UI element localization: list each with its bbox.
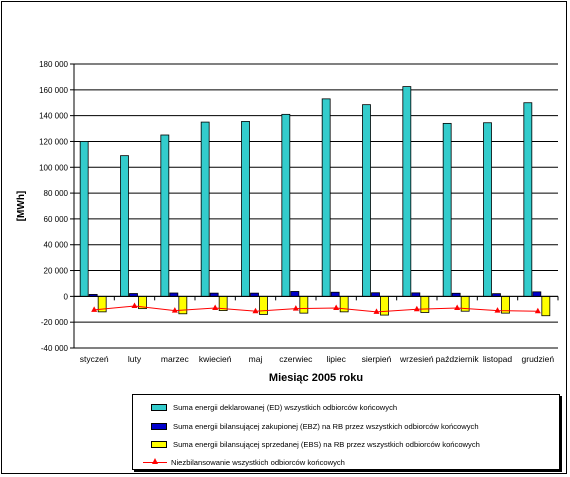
bar-ed [200, 121, 210, 297]
y-tick-label: 100 000 [39, 163, 68, 172]
y-tick-label: 120 000 [39, 137, 68, 146]
legend-marker-imbalance [143, 458, 167, 466]
legend-item-ed: Suma energii deklarowanej (ED) wszystkic… [151, 401, 397, 413]
bar-ed [442, 122, 452, 297]
bar-ebs [299, 295, 309, 314]
bar-ebz [371, 292, 380, 297]
y-tick-label: -20 000 [41, 318, 69, 327]
bar-ebs [178, 295, 188, 315]
bar-ebz [290, 291, 300, 297]
legend-item-imbalance: Niezbilansowanie wszystkich odbiorców ko… [143, 456, 345, 468]
imbalance-point [454, 304, 461, 310]
bar-ed [321, 98, 331, 297]
legend-label-ebs: Suma energii bilansującej sprzedanej (EB… [173, 439, 480, 449]
bar-ebz [330, 291, 340, 297]
bar-ed [402, 86, 412, 297]
bar-ebs [380, 295, 389, 316]
imbalance-point [333, 304, 340, 310]
y-tick-label: 160 000 [39, 86, 68, 95]
y-axis-title: [MWh] [16, 191, 27, 222]
bar-ed [120, 155, 129, 297]
bar-ed [241, 121, 250, 297]
imbalance-point [373, 308, 380, 314]
legend-label-imbalance: Niezbilansowanie wszystkich odbiorców ko… [171, 457, 345, 467]
bar-ebz [169, 292, 179, 297]
y-tick-label: 0 [64, 292, 69, 301]
y-tick-label: -40 000 [41, 344, 69, 353]
legend-swatch-ebs [151, 440, 167, 448]
legend-item-ebz: Suma energii bilansującej zakupionej (EB… [151, 420, 479, 432]
imbalance-point [413, 305, 420, 312]
bar-ed [160, 134, 170, 297]
bar-ebs [541, 295, 551, 317]
imbalance-point [494, 307, 501, 313]
legend: Suma energii deklarowanej (ED) wszystkic… [132, 394, 560, 470]
bar-ebz [532, 291, 542, 297]
imbalance-point [534, 307, 541, 314]
bar-ed [281, 113, 291, 297]
y-tick-label: 140 000 [39, 112, 68, 121]
legend-swatch-ed [151, 403, 167, 411]
bar-ed [483, 122, 492, 297]
bar-ebz [411, 292, 421, 297]
y-tick-label: 80 000 [44, 189, 69, 198]
x-tick-label: sierpień [362, 354, 392, 364]
imbalance-point [212, 304, 219, 310]
legend-item-ebs: Suma energii bilansującej sprzedanej (EB… [151, 438, 480, 450]
bar-ebs [259, 295, 268, 315]
imbalance-point [91, 306, 98, 312]
bar-ed [523, 102, 533, 297]
x-tick-label: listopad [483, 354, 513, 364]
bar-ed [362, 104, 371, 297]
x-tick-label: marzec [161, 354, 190, 364]
y-tick-label: 60 000 [44, 215, 69, 224]
imbalance-point [171, 307, 178, 313]
x-tick-label: wrzesień [399, 354, 434, 364]
y-tick-label: 180 000 [39, 60, 68, 69]
imbalance-line [94, 305, 538, 313]
bar-ebs [420, 295, 430, 313]
bar-ed [79, 141, 89, 297]
y-tick-label: 20 000 [44, 267, 69, 276]
x-tick-label: kwiecień [199, 354, 232, 364]
legend-label-ebz: Suma energii bilansującej zakupionej (EB… [173, 421, 479, 431]
bar-chart: -40 000 -20 000 0 20 000 40 000 60 000 80 000 1… [16, 60, 559, 384]
imbalance-point [292, 305, 299, 311]
x-tick-label: luty [128, 354, 142, 364]
legend-swatch-ebz [151, 422, 167, 430]
x-tick-label: lipiec [326, 354, 346, 364]
imbalance-point [252, 307, 259, 314]
y-tick-label: 40 000 [44, 241, 69, 250]
x-axis-title: Miesiąc 2005 roku [269, 372, 363, 384]
x-tick-label: październik [436, 354, 480, 364]
bar-ebs [339, 295, 349, 313]
x-tick-label: grudzień [522, 354, 555, 364]
x-tick-label: czerwiec [279, 354, 313, 364]
x-tick-label: styczeń [80, 354, 109, 364]
imbalance-point [131, 302, 138, 309]
legend-label-ed: Suma energii deklarowanej (ED) wszystkic… [173, 402, 398, 412]
x-tick-label: maj [249, 354, 263, 364]
plot-area [74, 64, 558, 348]
